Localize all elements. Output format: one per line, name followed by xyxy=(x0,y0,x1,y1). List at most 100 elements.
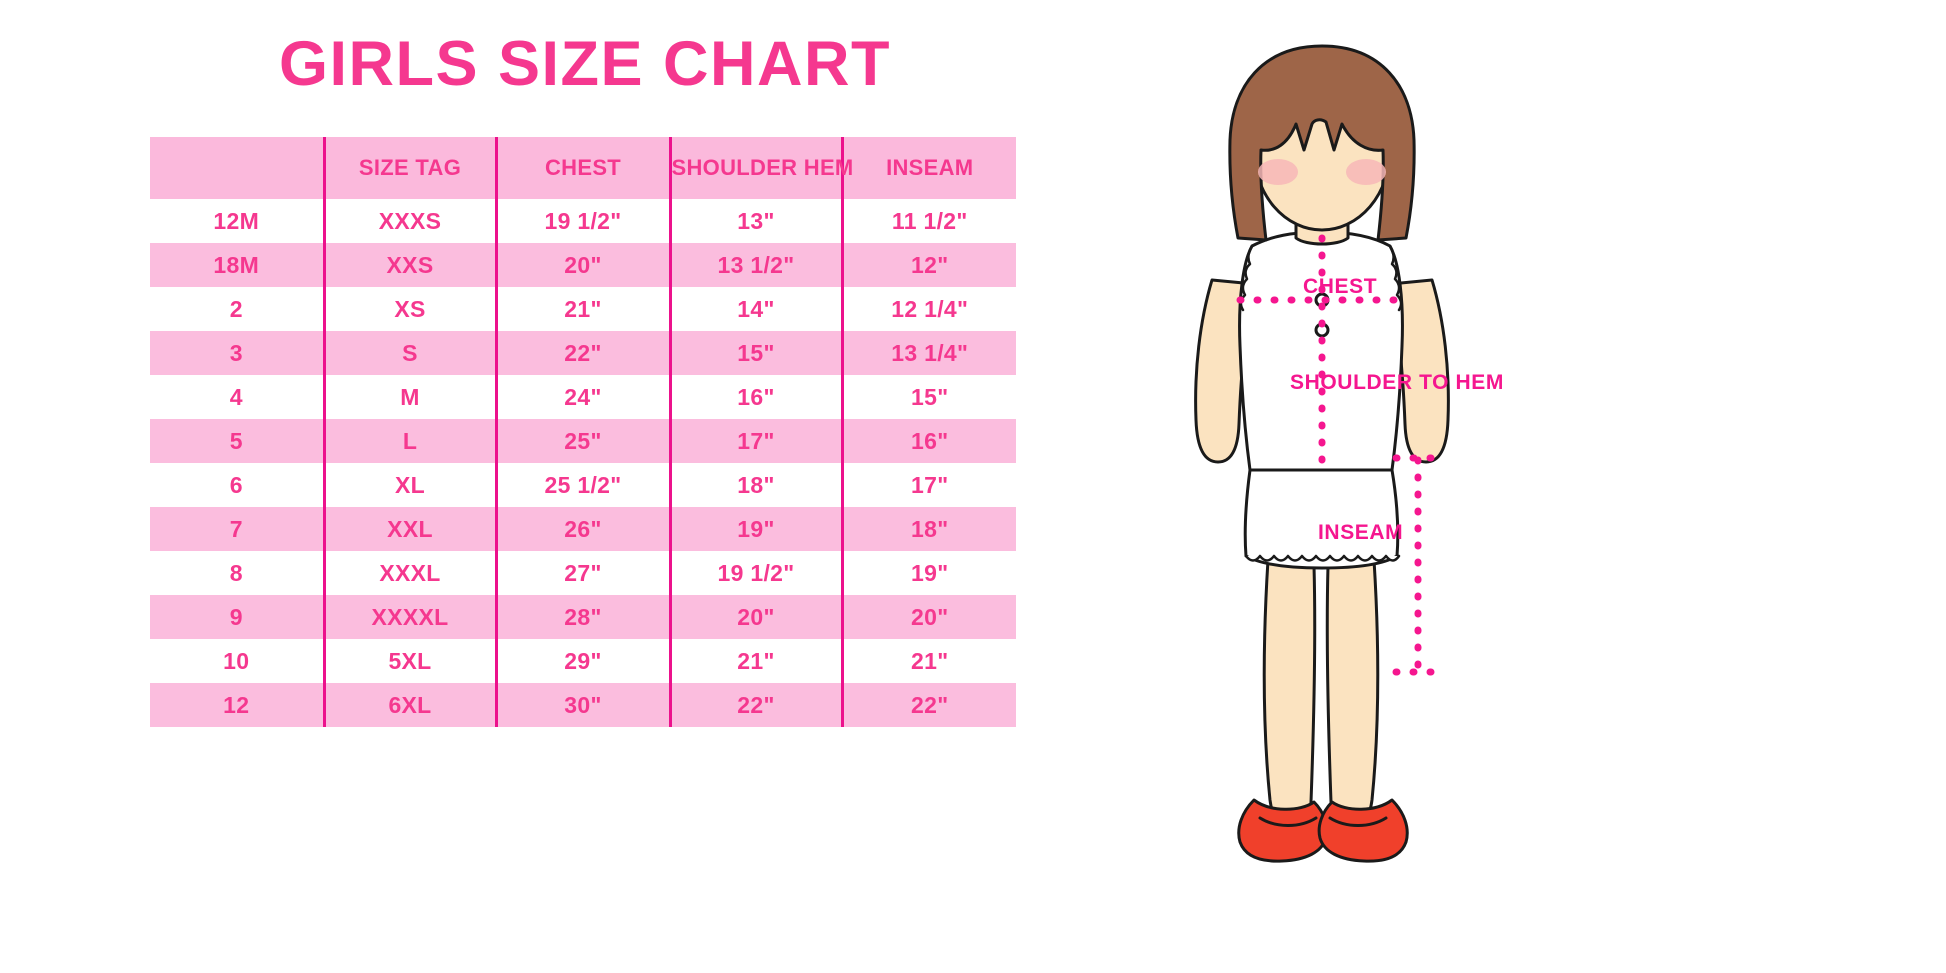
cell-chest: 30" xyxy=(494,683,670,727)
cell-size-tag: S xyxy=(322,331,496,375)
table-header: SIZE TAG CHEST SHOULDER HEM INSEAM xyxy=(150,137,1016,199)
cell-shoulder: 19 1/2" xyxy=(668,551,842,595)
right-shoe-strap xyxy=(1328,816,1388,827)
cell-shoulder: 17" xyxy=(668,419,842,463)
cell-size-tag: XXL xyxy=(322,507,496,551)
table-row: 9 XXXXL 28" 20" 20" xyxy=(150,595,1016,639)
cell-inseam: 15" xyxy=(840,375,1016,419)
left-cheek xyxy=(1258,159,1298,185)
cell-chest: 21" xyxy=(494,287,670,331)
cell-size: 12M xyxy=(150,199,324,243)
cell-size-tag: XXXXL xyxy=(322,595,496,639)
cell-chest: 24" xyxy=(494,375,670,419)
column-header-chest: CHEST xyxy=(494,137,670,199)
cell-size-tag: 5XL xyxy=(322,639,496,683)
left-shoe xyxy=(1237,798,1329,863)
cell-size: 2 xyxy=(150,287,324,331)
cell-shoulder: 15" xyxy=(668,331,842,375)
cell-size: 8 xyxy=(150,551,324,595)
page-title: GIRLS SIZE CHART xyxy=(278,29,891,99)
cell-inseam: 11 1/2" xyxy=(840,199,1016,243)
cell-chest: 22" xyxy=(494,331,670,375)
table-row: 18M XXS 20" 13 1/2" 12" xyxy=(150,243,1016,287)
left-leg xyxy=(1262,558,1317,827)
cell-size: 6 xyxy=(150,463,324,507)
cell-inseam: 13 1/4" xyxy=(840,331,1016,375)
cell-size: 7 xyxy=(150,507,324,551)
cell-shoulder: 13" xyxy=(668,199,842,243)
size-chart-table-wrap: SIZE TAG CHEST SHOULDER HEM INSEAM 12M X… xyxy=(150,137,1016,727)
table-row: 3 S 22" 15" 13 1/4" xyxy=(150,331,1016,375)
table-row: 4 M 24" 16" 15" xyxy=(150,375,1016,419)
size-chart-table: SIZE TAG CHEST SHOULDER HEM INSEAM 12M X… xyxy=(150,137,1016,727)
cell-size-tag: XXXS xyxy=(322,199,496,243)
cell-inseam: 22" xyxy=(840,683,1016,727)
cell-size: 12 xyxy=(150,683,324,727)
right-leg xyxy=(1325,558,1380,827)
table-row: 2 XS 21" 14" 12 1/4" xyxy=(150,287,1016,331)
cell-inseam: 12 1/4" xyxy=(840,287,1016,331)
cell-shoulder: 16" xyxy=(668,375,842,419)
cell-size: 4 xyxy=(150,375,324,419)
skirt-ruffle xyxy=(1244,554,1401,562)
cell-size-tag: XXXL xyxy=(322,551,496,595)
cell-shoulder: 22" xyxy=(668,683,842,727)
cell-size: 10 xyxy=(150,639,324,683)
left-shoe-strap xyxy=(1258,816,1318,827)
cell-chest: 20" xyxy=(494,243,670,287)
cell-chest: 25" xyxy=(494,419,670,463)
cell-size-tag: XL xyxy=(322,463,496,507)
table-row: 7 XXL 26" 19" 18" xyxy=(150,507,1016,551)
table-row: 6 XL 25 1/2" 18" 17" xyxy=(150,463,1016,507)
cell-shoulder: 20" xyxy=(668,595,842,639)
table-row: 12M XXXS 19 1/2" 13" 11 1/2" xyxy=(150,199,1016,243)
cell-size: 9 xyxy=(150,595,324,639)
column-header-size-tag: SIZE TAG xyxy=(322,137,496,199)
table-row: 10 5XL 29" 21" 21" xyxy=(150,639,1016,683)
cell-size-tag: L xyxy=(322,419,496,463)
cell-inseam: 16" xyxy=(840,419,1016,463)
table-body: 12M XXXS 19 1/2" 13" 11 1/2" 18M XXS 20"… xyxy=(150,199,1016,727)
right-shoe xyxy=(1317,798,1409,863)
table-row: 12 6XL 30" 22" 22" xyxy=(150,683,1016,727)
cell-shoulder: 14" xyxy=(668,287,842,331)
cell-inseam: 21" xyxy=(840,639,1016,683)
cell-chest: 28" xyxy=(494,595,670,639)
column-header-size xyxy=(150,137,324,199)
label-chest: CHEST xyxy=(1303,275,1378,298)
cell-shoulder: 18" xyxy=(668,463,842,507)
cell-size: 3 xyxy=(150,331,324,375)
right-cheek xyxy=(1346,159,1386,185)
cell-chest: 27" xyxy=(494,551,670,595)
cell-shoulder: 13 1/2" xyxy=(668,243,842,287)
cell-chest: 29" xyxy=(494,639,670,683)
cell-inseam: 17" xyxy=(840,463,1016,507)
cell-chest: 19 1/2" xyxy=(494,199,670,243)
label-inseam: INSEAM xyxy=(1318,521,1404,544)
cell-chest: 26" xyxy=(494,507,670,551)
cell-inseam: 20" xyxy=(840,595,1016,639)
top-bodice xyxy=(1238,230,1404,472)
cell-size-tag: 6XL xyxy=(322,683,496,727)
header-row: SIZE TAG CHEST SHOULDER HEM INSEAM xyxy=(150,137,1016,199)
cell-size-tag: XS xyxy=(322,287,496,331)
cell-chest: 25 1/2" xyxy=(494,463,670,507)
cell-inseam: 18" xyxy=(840,507,1016,551)
label-shoulder-to-hem: SHOULDER TO HEM xyxy=(1290,371,1504,394)
column-header-inseam: INSEAM xyxy=(840,137,1016,199)
cell-shoulder: 21" xyxy=(668,639,842,683)
right-shoulder-ruffle xyxy=(1388,244,1403,312)
column-header-shoulder-hem: SHOULDER HEM xyxy=(668,137,853,199)
table-row: 5 L 25" 17" 16" xyxy=(150,419,1016,463)
cell-inseam: 19" xyxy=(840,551,1016,595)
cell-shoulder: 19" xyxy=(668,507,842,551)
cell-size: 5 xyxy=(150,419,324,463)
table-row: 8 XXXL 27" 19 1/2" 19" xyxy=(150,551,1016,595)
hair xyxy=(1228,44,1416,242)
cell-size: 18M xyxy=(150,243,324,287)
cell-size-tag: M xyxy=(322,375,496,419)
cell-size-tag: XXS xyxy=(322,243,496,287)
skirt xyxy=(1243,468,1400,570)
cell-inseam: 12" xyxy=(840,243,1016,287)
